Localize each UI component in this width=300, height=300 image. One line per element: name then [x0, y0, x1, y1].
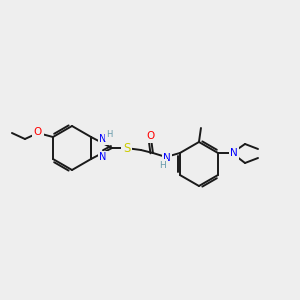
Text: H: H: [160, 160, 166, 169]
Text: H: H: [106, 130, 112, 139]
Text: N: N: [163, 153, 171, 163]
Text: N: N: [230, 148, 238, 158]
Text: N: N: [99, 134, 107, 144]
Text: O: O: [34, 127, 42, 137]
Text: S: S: [123, 142, 130, 154]
Text: N: N: [99, 152, 107, 162]
Text: O: O: [147, 131, 155, 141]
